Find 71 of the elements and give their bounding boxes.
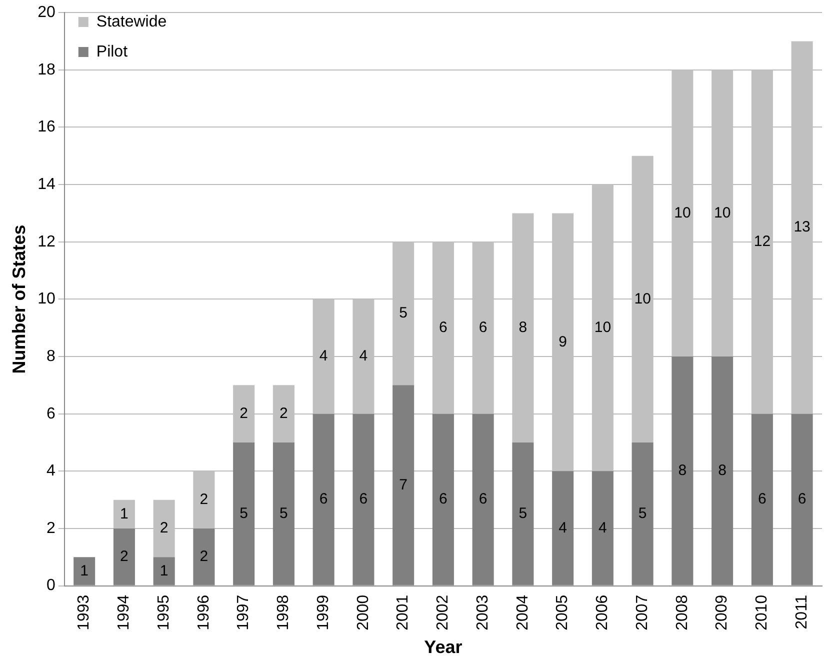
x-tick-label: 2009 <box>714 594 731 630</box>
data-label: 5 <box>280 505 288 522</box>
x-tick-label: 2007 <box>634 594 651 630</box>
y-tick-label: 16 <box>38 118 56 136</box>
data-label: 1 <box>120 505 128 522</box>
data-label: 6 <box>478 319 488 336</box>
y-tick-label: 6 <box>46 405 56 422</box>
data-label: 1 <box>160 562 168 580</box>
data-label: 10 <box>674 204 691 222</box>
data-label: 12 <box>754 233 771 250</box>
x-tick-label: 2004 <box>514 594 532 630</box>
data-label: 6 <box>758 490 766 508</box>
data-label: 13 <box>794 218 810 236</box>
data-label: 6 <box>798 490 806 508</box>
data-label: 4 <box>558 519 567 536</box>
data-label: 5 <box>518 505 528 522</box>
y-tick-label: 8 <box>46 348 56 365</box>
x-tick-label: 1993 <box>76 594 93 630</box>
x-tick-label: 1994 <box>116 594 133 630</box>
x-tick-label: 2008 <box>674 594 691 630</box>
data-label: 5 <box>638 505 647 522</box>
data-label: 1 <box>80 562 89 580</box>
y-tick-label: 18 <box>38 61 56 78</box>
data-label: 8 <box>518 319 528 336</box>
x-axis-title: Year <box>424 637 462 658</box>
x-tick-label: 2003 <box>474 594 492 630</box>
x-tick-label: 1995 <box>155 594 172 630</box>
x-tick-label: 2001 <box>394 594 412 630</box>
data-label: 2 <box>200 548 208 566</box>
data-label: 5 <box>240 505 248 522</box>
x-tick-label: 1998 <box>275 594 292 630</box>
y-tick-label: 10 <box>38 290 56 308</box>
x-tick-label: 2005 <box>554 594 572 630</box>
data-label: 6 <box>439 319 448 336</box>
x-tick-label: 2002 <box>434 594 452 630</box>
data-label: 10 <box>714 204 731 222</box>
data-label: 6 <box>319 490 328 508</box>
y-tick-label: 20 <box>38 4 56 22</box>
data-label: 10 <box>634 290 651 308</box>
x-tick-label: 2006 <box>594 594 612 630</box>
data-label: 2 <box>280 404 288 422</box>
y-tick-label: 0 <box>46 577 56 594</box>
legend-label: Pilot <box>96 43 128 60</box>
data-label: 7 <box>399 476 408 494</box>
data-label: 6 <box>439 490 448 508</box>
data-label: 10 <box>594 319 612 336</box>
data-label: 4 <box>359 348 368 365</box>
x-tick-label: 2011 <box>793 594 810 630</box>
x-tick-label: 2000 <box>354 594 372 630</box>
y-tick-label: 4 <box>46 462 56 480</box>
x-tick-label: 1997 <box>235 594 252 630</box>
y-axis-title: Number of States <box>8 224 29 374</box>
data-label: 2 <box>160 520 168 537</box>
data-label: 6 <box>359 490 368 508</box>
data-label: 4 <box>319 348 328 365</box>
data-label: 9 <box>558 333 567 350</box>
data-label: 2 <box>200 490 208 508</box>
x-tick-label: 2010 <box>754 594 771 630</box>
data-label: 2 <box>240 404 248 422</box>
data-label: 4 <box>598 519 607 536</box>
x-tick-label: 1999 <box>314 594 332 630</box>
y-tick-label: 14 <box>38 176 56 193</box>
data-label: 8 <box>678 462 687 480</box>
x-tick-label: 1996 <box>195 594 212 630</box>
data-label: 6 <box>478 490 488 508</box>
legend-label: Statewide <box>96 13 167 30</box>
data-label: 2 <box>120 548 128 566</box>
y-tick-label: 12 <box>38 233 56 250</box>
data-label: 8 <box>718 462 726 480</box>
data-label: 5 <box>399 304 408 322</box>
y-tick-label: 2 <box>46 520 56 537</box>
